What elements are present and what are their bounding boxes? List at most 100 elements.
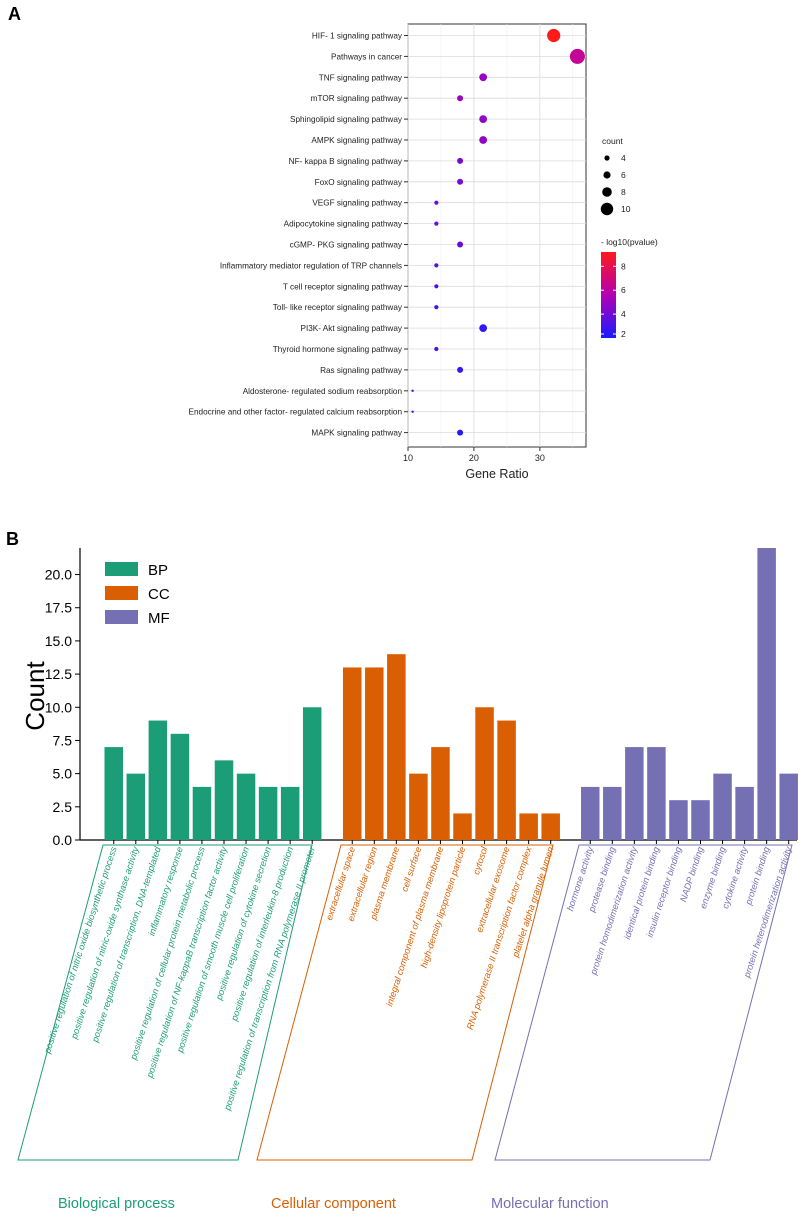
x-axis-label: Gene Ratio xyxy=(465,467,528,481)
bar xyxy=(453,813,472,840)
bubble-point xyxy=(457,366,464,373)
bar xyxy=(691,800,710,840)
legend-label: MF xyxy=(148,610,170,627)
bar xyxy=(280,786,300,840)
y-tick-label: VEGF signaling pathway xyxy=(312,199,403,208)
legend-swatch xyxy=(105,586,138,600)
bubble-point xyxy=(479,115,488,123)
group-bracket xyxy=(256,844,554,1161)
y-tick-label: 12.5 xyxy=(45,666,72,682)
bar xyxy=(431,747,450,840)
size-legend-dot xyxy=(602,187,612,197)
bar xyxy=(126,773,146,840)
y-tick-label: Inflammatory mediator regulation of TRP … xyxy=(220,261,402,270)
size-legend-label: 10 xyxy=(621,204,631,214)
bar xyxy=(735,786,754,840)
y-tick-label: T cell receptor signaling pathway xyxy=(283,282,403,291)
group-label: Molecular function xyxy=(491,1196,609,1212)
y-tick-label: TNF signaling pathway xyxy=(319,73,403,82)
bubble-point xyxy=(457,95,464,102)
legend-label: BP xyxy=(148,562,168,579)
bubble-point xyxy=(411,410,414,413)
bar xyxy=(625,747,644,840)
bar xyxy=(647,747,666,840)
size-legend-label: 6 xyxy=(621,170,626,180)
bubble-point xyxy=(411,389,414,392)
bubble-point xyxy=(434,305,439,310)
y-tick-label: MAPK signaling pathway xyxy=(311,429,402,438)
group-bracket xyxy=(17,844,313,1161)
bar xyxy=(581,786,600,840)
y-tick-label: cGMP- PKG signaling pathway xyxy=(290,241,403,250)
bar xyxy=(365,667,384,840)
bubble-point xyxy=(434,221,439,226)
bubble-point xyxy=(434,200,439,205)
y-tick-label: PI3K- Akt signaling pathway xyxy=(301,324,403,333)
bar xyxy=(192,786,212,840)
y-tick-label: Aldosterone- regulated sodium reabsorpti… xyxy=(243,387,403,396)
y-tick-label: Thyroid hormone signaling pathway xyxy=(273,345,403,354)
bar xyxy=(669,800,688,840)
bar xyxy=(603,786,622,840)
bubble-point xyxy=(434,263,439,268)
y-tick-label: Pathways in cancer xyxy=(331,52,402,61)
bubble-point xyxy=(457,157,464,164)
bubble-point xyxy=(434,346,439,352)
bar xyxy=(214,760,234,840)
y-tick-label: AMPK signaling pathway xyxy=(311,136,402,145)
bubble-point xyxy=(479,73,488,82)
bar xyxy=(236,773,256,840)
bar-chart: 0.0 2.5 5.0 7.5 10.0 12.5 15.0 17.5 20.0 Count BP C… xyxy=(17,548,798,1212)
plot-area xyxy=(407,23,587,448)
bar xyxy=(497,720,516,840)
bubble-point xyxy=(434,284,439,289)
y-tick-label: 10.0 xyxy=(45,699,72,715)
color-legend-label: 4 xyxy=(621,309,626,319)
bar xyxy=(148,720,168,840)
bar xyxy=(541,813,560,840)
size-legend-dot xyxy=(603,171,611,179)
group-label: Cellular component xyxy=(271,1196,396,1212)
y-tick-label: 5.0 xyxy=(53,766,73,782)
bubble-chart: HIF- 1 signaling pathway Pathways in canc… xyxy=(189,23,658,481)
legend-swatch xyxy=(105,610,138,624)
y-tick-label: 20.0 xyxy=(45,567,72,583)
color-bar xyxy=(601,252,616,338)
bar xyxy=(475,707,494,840)
bubble-point xyxy=(457,178,464,185)
bar xyxy=(757,548,776,840)
bubble-point xyxy=(457,429,464,436)
size-legend-label: 4 xyxy=(621,153,626,163)
bar xyxy=(387,654,406,840)
color-legend-label: 8 xyxy=(621,261,626,271)
y-axis-label: Count xyxy=(20,661,50,731)
bar xyxy=(258,786,278,840)
bubble-point xyxy=(457,241,464,248)
size-legend-dot xyxy=(604,155,610,161)
x-tick-label: protein heterodimerization activity xyxy=(741,844,794,980)
y-tick-label: NF- kappa B signaling pathway xyxy=(289,157,403,166)
bubble-point xyxy=(569,48,585,64)
group-bracket xyxy=(494,844,793,1161)
legend-label: CC xyxy=(148,586,170,603)
color-legend-title: - log10(pvalue) xyxy=(601,237,658,247)
bar xyxy=(409,773,428,840)
size-legend-dot xyxy=(600,202,614,216)
bar xyxy=(302,707,322,840)
x-tick-label: 30 xyxy=(535,453,545,463)
group-label: Biological process xyxy=(58,1196,175,1212)
bar xyxy=(104,747,123,840)
x-tick-label: 20 xyxy=(469,453,479,463)
color-legend-label: 6 xyxy=(621,285,626,295)
bubble-point xyxy=(547,28,561,43)
y-tick-label: Toll- like receptor signaling pathway xyxy=(273,303,403,312)
bubble-point xyxy=(479,324,488,332)
bar xyxy=(519,813,538,840)
bar xyxy=(343,667,362,840)
x-tick-label: 10 xyxy=(403,453,413,463)
y-tick-label: HIF- 1 signaling pathway xyxy=(312,32,403,41)
y-tick-label: mTOR signaling pathway xyxy=(311,94,403,103)
y-tick-label: FoxO signaling pathway xyxy=(315,178,403,187)
